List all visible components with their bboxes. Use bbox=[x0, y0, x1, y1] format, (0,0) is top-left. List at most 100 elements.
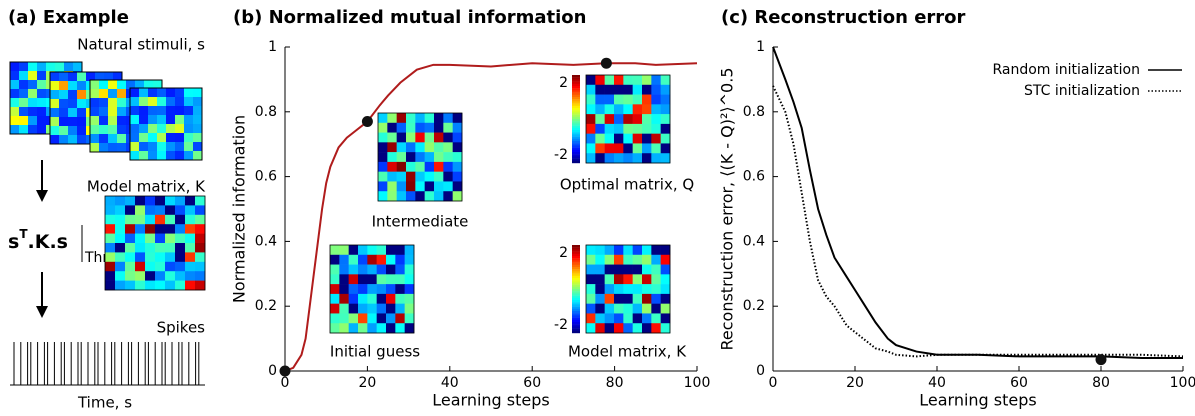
matrix-cell bbox=[155, 243, 166, 253]
matrix-cell bbox=[586, 293, 596, 304]
matrix-cell bbox=[595, 323, 605, 334]
matrix-cell bbox=[604, 123, 615, 134]
stimulus-pixel bbox=[59, 99, 69, 109]
stimulus-pixel bbox=[108, 116, 118, 126]
matrix-cell bbox=[376, 245, 387, 256]
matrix-cell bbox=[424, 152, 435, 163]
matrix-cell bbox=[105, 224, 116, 234]
matrix-cell bbox=[632, 303, 643, 314]
matrix-cell bbox=[595, 94, 605, 105]
matrix-cell bbox=[386, 264, 396, 275]
matrix-cell bbox=[404, 264, 415, 275]
matrix-cell bbox=[358, 254, 368, 265]
stimulus-pixel bbox=[130, 151, 140, 161]
matrix-cell bbox=[404, 293, 415, 304]
stimulus-pixel bbox=[28, 80, 38, 90]
stimulus-pixel bbox=[77, 81, 87, 91]
matrix-cell bbox=[632, 245, 643, 256]
matrix-cell bbox=[443, 161, 453, 172]
matrix-cell bbox=[642, 153, 652, 164]
matrix-cell bbox=[604, 254, 615, 265]
matrix-cell bbox=[406, 152, 416, 163]
matrix-cell bbox=[348, 284, 359, 295]
matrix-cell bbox=[175, 243, 186, 253]
matrix-cell bbox=[406, 132, 416, 143]
matrix-frame bbox=[104, 195, 206, 291]
inset-matrix bbox=[329, 244, 415, 334]
matrix-cell bbox=[406, 113, 416, 124]
stimulus-pixel bbox=[10, 71, 20, 81]
matrix-cell bbox=[443, 142, 453, 153]
matrix-cell bbox=[395, 245, 405, 256]
matrix-cell bbox=[125, 205, 136, 216]
stimulus-pixel bbox=[59, 135, 69, 145]
matrix-cell bbox=[125, 233, 136, 244]
stimulus-pixel bbox=[28, 89, 38, 99]
matrix-cell bbox=[623, 293, 633, 304]
stimulus-pixel bbox=[148, 97, 158, 107]
stimulus-pixel bbox=[157, 106, 167, 116]
stimulus-pixel bbox=[148, 88, 158, 98]
matrix-cell bbox=[434, 152, 444, 163]
colorbar-step bbox=[572, 260, 580, 263]
matrix-cell bbox=[395, 254, 405, 265]
stimulus-pixel bbox=[64, 62, 74, 72]
matrix-cell bbox=[135, 271, 146, 281]
matrix-cell bbox=[185, 271, 196, 281]
matrix-cell bbox=[185, 252, 196, 263]
matrix-cell bbox=[660, 94, 671, 105]
matrix-cell bbox=[145, 252, 156, 263]
stimulus-pixel bbox=[19, 107, 29, 117]
matrix-cell bbox=[632, 153, 643, 164]
matrix-cell bbox=[651, 143, 661, 154]
stimulus-pixel bbox=[59, 108, 69, 118]
matrix-cell bbox=[145, 233, 156, 244]
stimulus-pixel bbox=[166, 124, 176, 134]
matrix-cell bbox=[195, 261, 206, 272]
matrix-cell bbox=[395, 293, 405, 304]
stimulus-pixel bbox=[166, 97, 176, 107]
colorbar-step bbox=[572, 317, 580, 320]
colorbar-step bbox=[572, 262, 580, 265]
matrix-cell bbox=[404, 284, 415, 295]
matrix-cell bbox=[165, 224, 176, 234]
matrix-cell bbox=[115, 261, 126, 272]
colorbar-step bbox=[572, 289, 580, 292]
matrix-cell bbox=[367, 254, 377, 265]
matrix-cell bbox=[330, 245, 340, 256]
matrix-cell bbox=[406, 161, 416, 172]
colorbar-step bbox=[572, 119, 580, 122]
matrix-cell bbox=[604, 133, 615, 144]
series-line bbox=[772, 85, 1184, 358]
point-marker bbox=[361, 116, 373, 128]
matrix-cell bbox=[406, 181, 416, 192]
colorbar-step bbox=[572, 264, 580, 268]
stimulus-pixel bbox=[90, 98, 100, 108]
matrix-cell bbox=[378, 122, 388, 133]
matrix-cell bbox=[367, 245, 377, 256]
inset-label: Initial guess bbox=[330, 343, 420, 361]
matrix-cell bbox=[125, 280, 136, 291]
matrix-cell bbox=[376, 254, 387, 265]
stimulus-pixel bbox=[99, 134, 109, 144]
stimulus-pixel bbox=[37, 116, 47, 126]
matrix-cell bbox=[614, 133, 624, 144]
stimulus-pixel bbox=[59, 81, 69, 91]
colorbar-step bbox=[572, 160, 580, 164]
matrix-cell bbox=[378, 152, 388, 163]
colorbar-step bbox=[572, 92, 580, 95]
stimulus-pixel bbox=[130, 97, 140, 107]
stimulus-pixel bbox=[28, 116, 38, 126]
matrix-cell bbox=[145, 243, 156, 253]
matrix-cell bbox=[623, 254, 633, 265]
matrix-cell bbox=[586, 313, 596, 324]
colorbar-step bbox=[572, 284, 580, 287]
matrix-cell bbox=[348, 245, 359, 256]
matrix-cell bbox=[115, 214, 126, 225]
matrix-cell bbox=[348, 323, 359, 334]
matrix-cell bbox=[367, 313, 377, 324]
stimulus-pixel bbox=[184, 88, 194, 98]
stimulus-pixel bbox=[175, 124, 185, 134]
stimulus-pixel bbox=[166, 115, 176, 125]
